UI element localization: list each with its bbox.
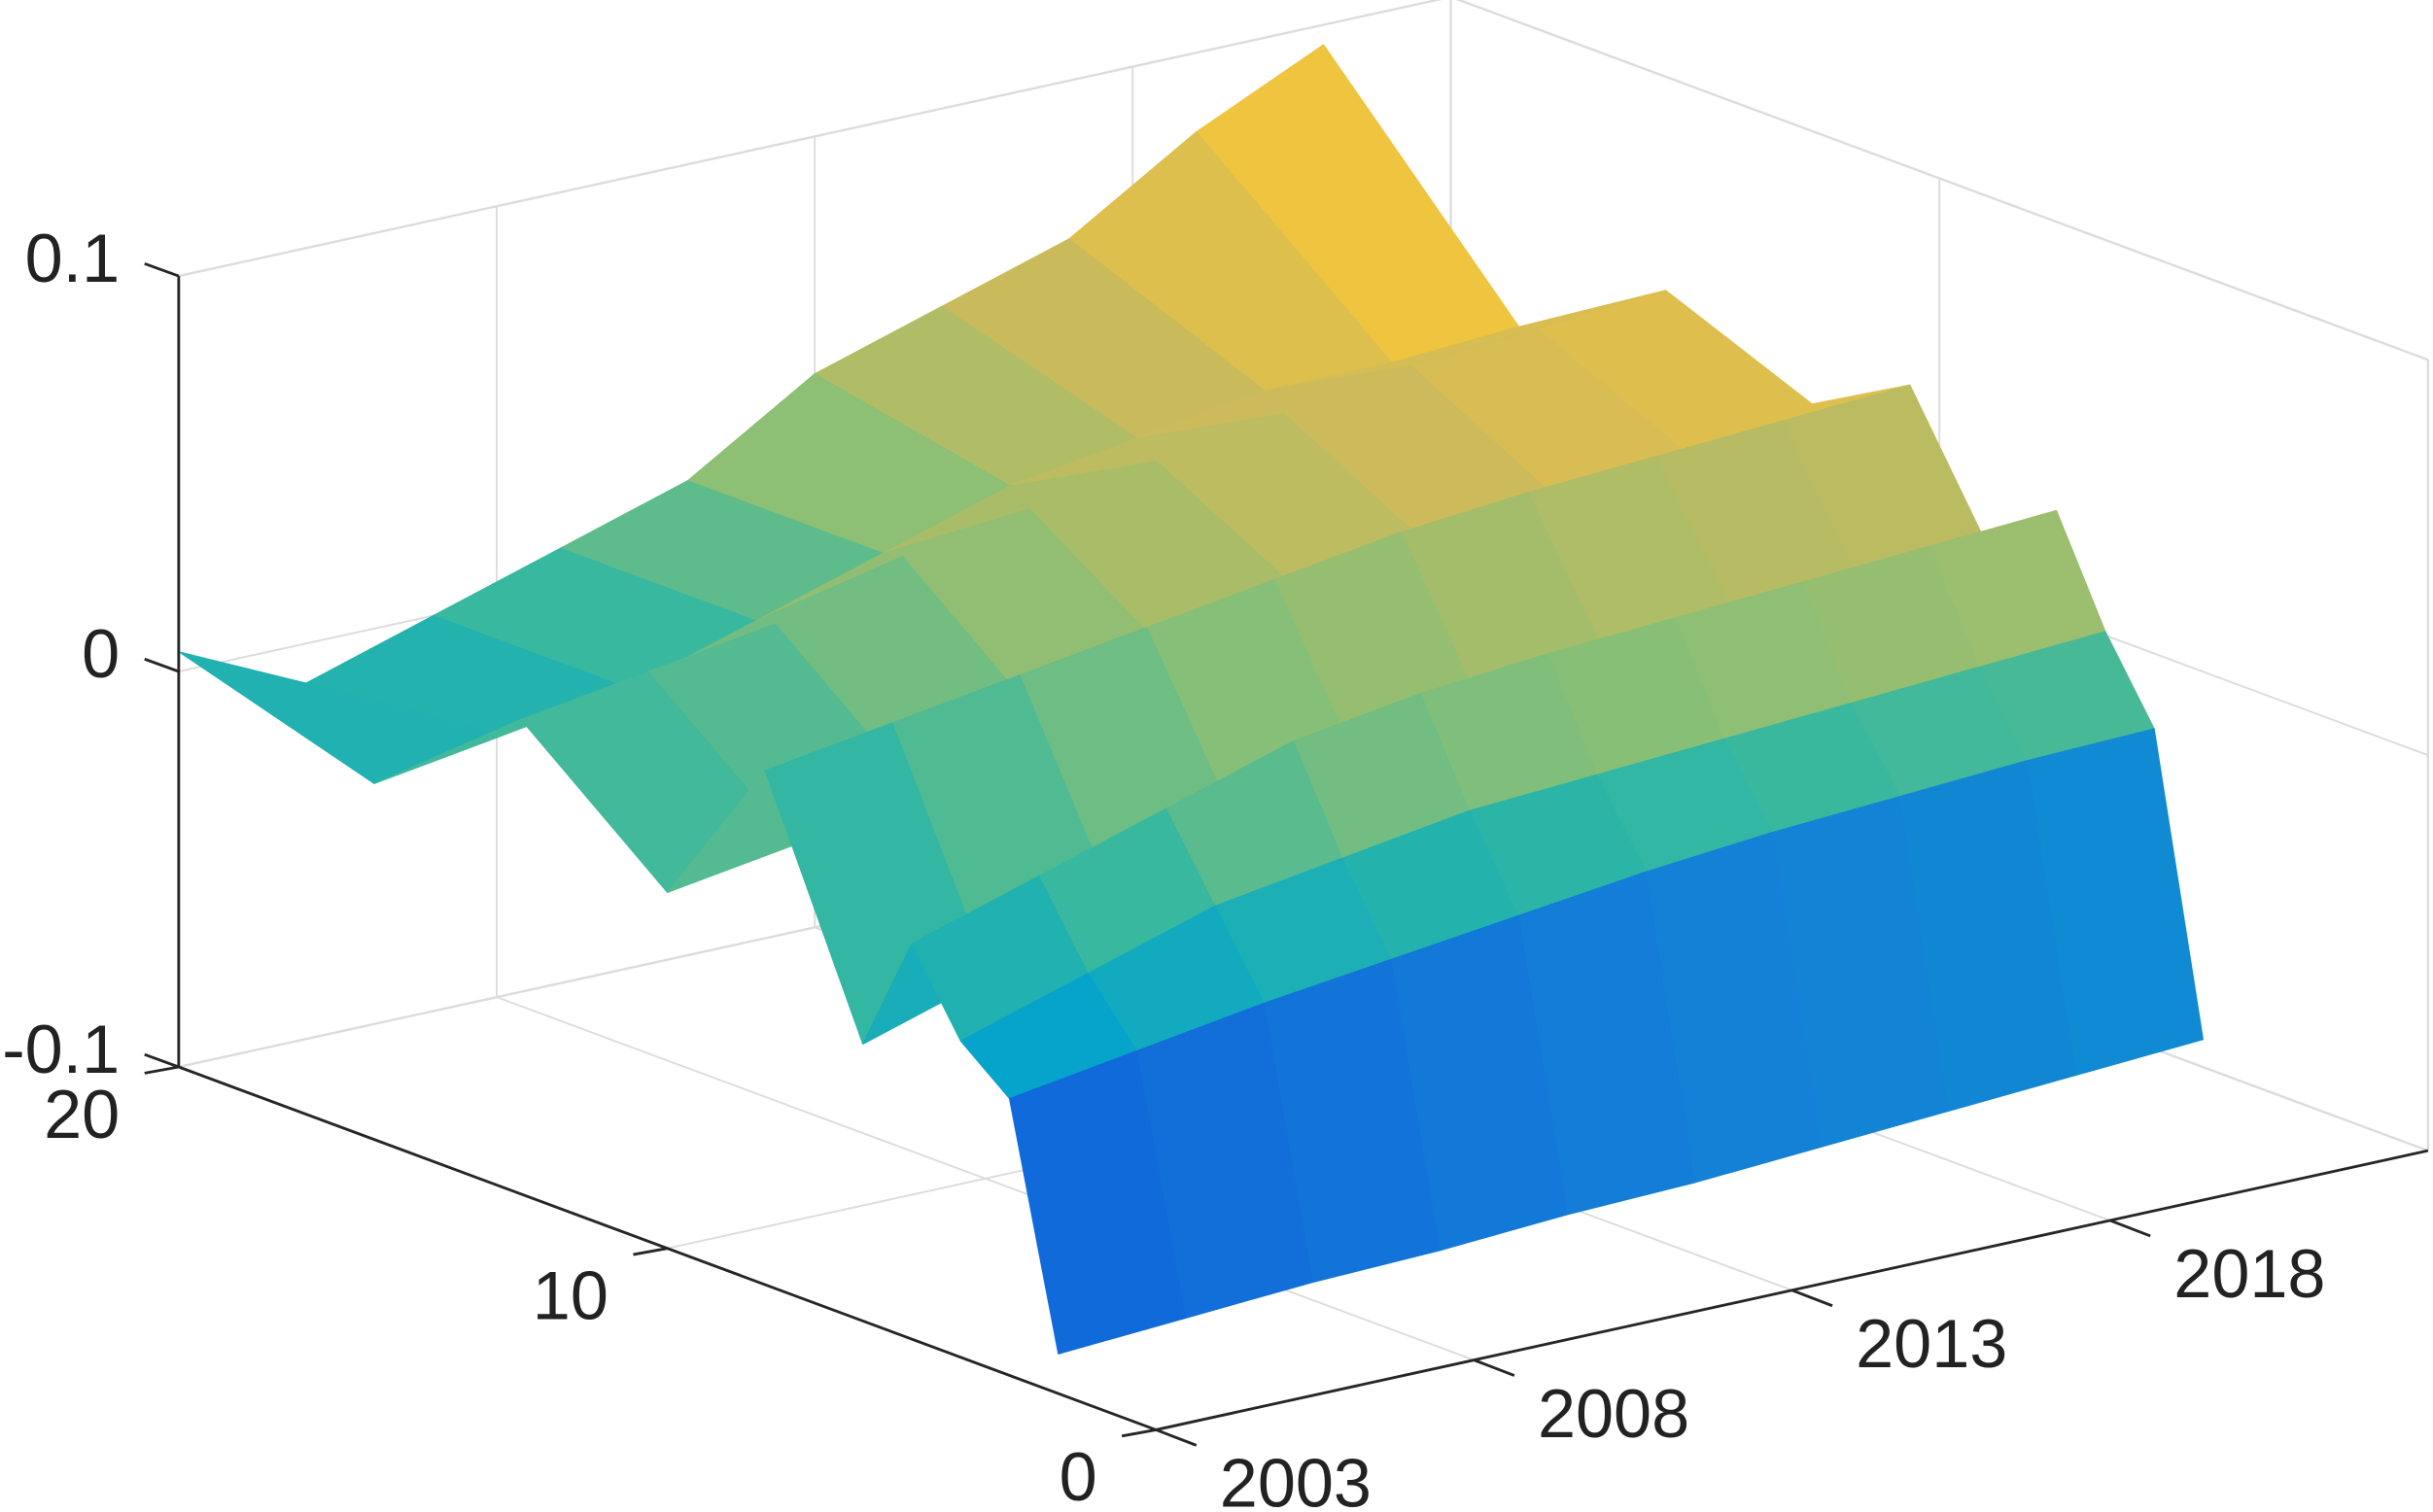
z-tick: [144, 657, 180, 673]
z-tick-label: 0.1: [25, 220, 121, 296]
surface-patch: [1008, 1049, 1187, 1355]
y-tick-label: 0: [1060, 1438, 1097, 1512]
x-tick-label: 2013: [1856, 1305, 2007, 1382]
x-tick: [1473, 1358, 1515, 1377]
grid-line: [178, 0, 1442, 278]
z-tick: [144, 261, 180, 278]
y-tick: [633, 1247, 668, 1256]
x-tick: [1791, 1289, 1833, 1308]
y-tick-label: 10: [533, 1257, 608, 1334]
x-tick: [2109, 1219, 2151, 1238]
x-tick-label: 2008: [1538, 1375, 1689, 1452]
y-tick: [1121, 1428, 1157, 1438]
y-tick-label: 20: [44, 1076, 120, 1152]
x-tick-label: 2003: [1220, 1445, 1372, 1512]
x-tick-label: 2018: [2173, 1235, 2325, 1312]
z-tick-label: -0.1: [2, 1011, 120, 1087]
z-tick: [144, 1052, 180, 1069]
grid-line: [1456, 0, 2429, 361]
y-tick: [144, 1065, 180, 1075]
z-tick-label: 0: [82, 615, 120, 692]
x-tick: [1155, 1428, 1198, 1447]
